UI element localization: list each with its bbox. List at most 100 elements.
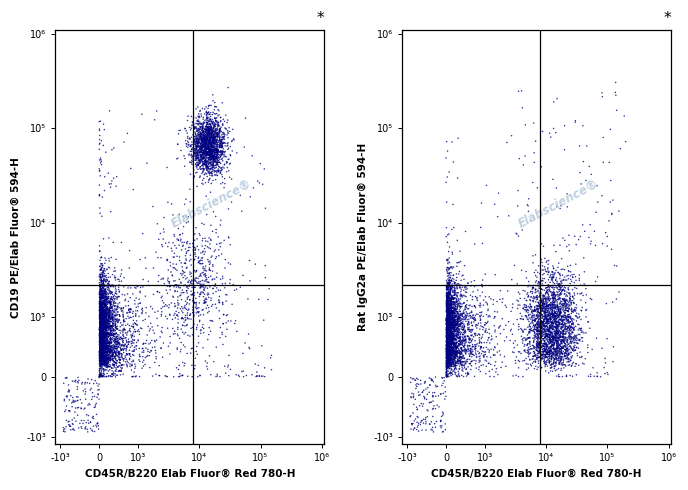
Point: [532, 294, 543, 302]
Point: [555, 202, 566, 210]
Point: [442, 357, 453, 365]
Point: [203, 150, 214, 158]
Point: [100, 343, 111, 351]
Point: [477, 361, 488, 369]
Point: [218, 134, 229, 142]
Point: [445, 288, 456, 296]
Point: [104, 342, 115, 350]
Point: [97, 300, 108, 308]
Point: [197, 158, 208, 166]
Point: [205, 155, 216, 163]
Point: [448, 321, 459, 329]
Point: [536, 343, 547, 351]
Point: [83, 428, 94, 436]
Point: [137, 307, 148, 315]
Point: [180, 343, 191, 351]
Point: [194, 318, 205, 325]
Point: [213, 122, 224, 130]
Point: [99, 173, 110, 181]
Point: [570, 241, 581, 248]
Point: [542, 264, 553, 272]
Point: [94, 310, 105, 318]
Point: [448, 321, 459, 329]
Point: [198, 147, 209, 154]
Point: [541, 294, 552, 302]
Point: [103, 284, 114, 292]
Point: [452, 348, 463, 356]
Point: [98, 324, 109, 332]
Point: [189, 121, 200, 128]
Point: [143, 313, 154, 320]
Point: [548, 301, 559, 309]
Point: [98, 371, 109, 379]
Point: [224, 351, 235, 359]
Point: [191, 120, 202, 128]
Point: [106, 314, 117, 322]
Point: [445, 356, 456, 364]
Point: [180, 314, 191, 321]
Point: [98, 315, 109, 322]
Point: [441, 297, 452, 305]
Point: [565, 318, 576, 325]
Point: [99, 300, 110, 308]
Point: [550, 323, 561, 331]
Point: [199, 147, 210, 155]
Point: [76, 416, 87, 424]
Point: [482, 318, 493, 326]
Point: [500, 363, 511, 370]
Point: [107, 342, 118, 349]
Point: [207, 130, 218, 138]
Point: [96, 327, 107, 335]
Point: [447, 200, 458, 208]
Point: [94, 335, 105, 343]
Point: [67, 416, 78, 424]
Point: [444, 326, 455, 334]
Point: [562, 311, 573, 319]
Point: [460, 360, 471, 368]
Point: [563, 268, 574, 275]
Point: [513, 187, 524, 195]
Point: [108, 335, 119, 343]
Point: [209, 275, 220, 283]
Point: [454, 341, 465, 348]
Point: [95, 329, 106, 337]
Point: [420, 385, 431, 393]
Point: [536, 333, 547, 341]
Point: [445, 328, 456, 336]
Point: [428, 378, 439, 386]
Point: [129, 347, 140, 355]
Point: [200, 129, 211, 137]
Point: [196, 147, 207, 155]
Point: [544, 356, 555, 364]
Point: [204, 128, 215, 136]
Point: [528, 284, 539, 292]
Point: [547, 275, 558, 283]
Point: [463, 332, 474, 340]
Point: [539, 325, 550, 333]
Point: [112, 318, 123, 326]
Point: [558, 328, 569, 336]
Point: [541, 308, 552, 316]
Point: [151, 336, 162, 344]
Point: [451, 327, 462, 335]
Point: [244, 277, 255, 285]
Point: [448, 319, 459, 327]
Point: [235, 192, 246, 199]
Point: [101, 361, 112, 368]
Point: [98, 343, 109, 351]
Point: [563, 350, 574, 358]
Point: [193, 279, 204, 287]
Point: [526, 312, 537, 319]
Point: [99, 347, 110, 355]
Point: [554, 310, 565, 318]
Point: [451, 259, 462, 267]
Point: [222, 128, 233, 136]
Point: [200, 242, 211, 249]
Point: [99, 295, 110, 303]
Point: [211, 131, 222, 139]
Point: [102, 312, 113, 319]
Point: [111, 182, 122, 190]
Point: [424, 420, 436, 428]
Point: [442, 350, 453, 358]
Point: [208, 156, 219, 164]
